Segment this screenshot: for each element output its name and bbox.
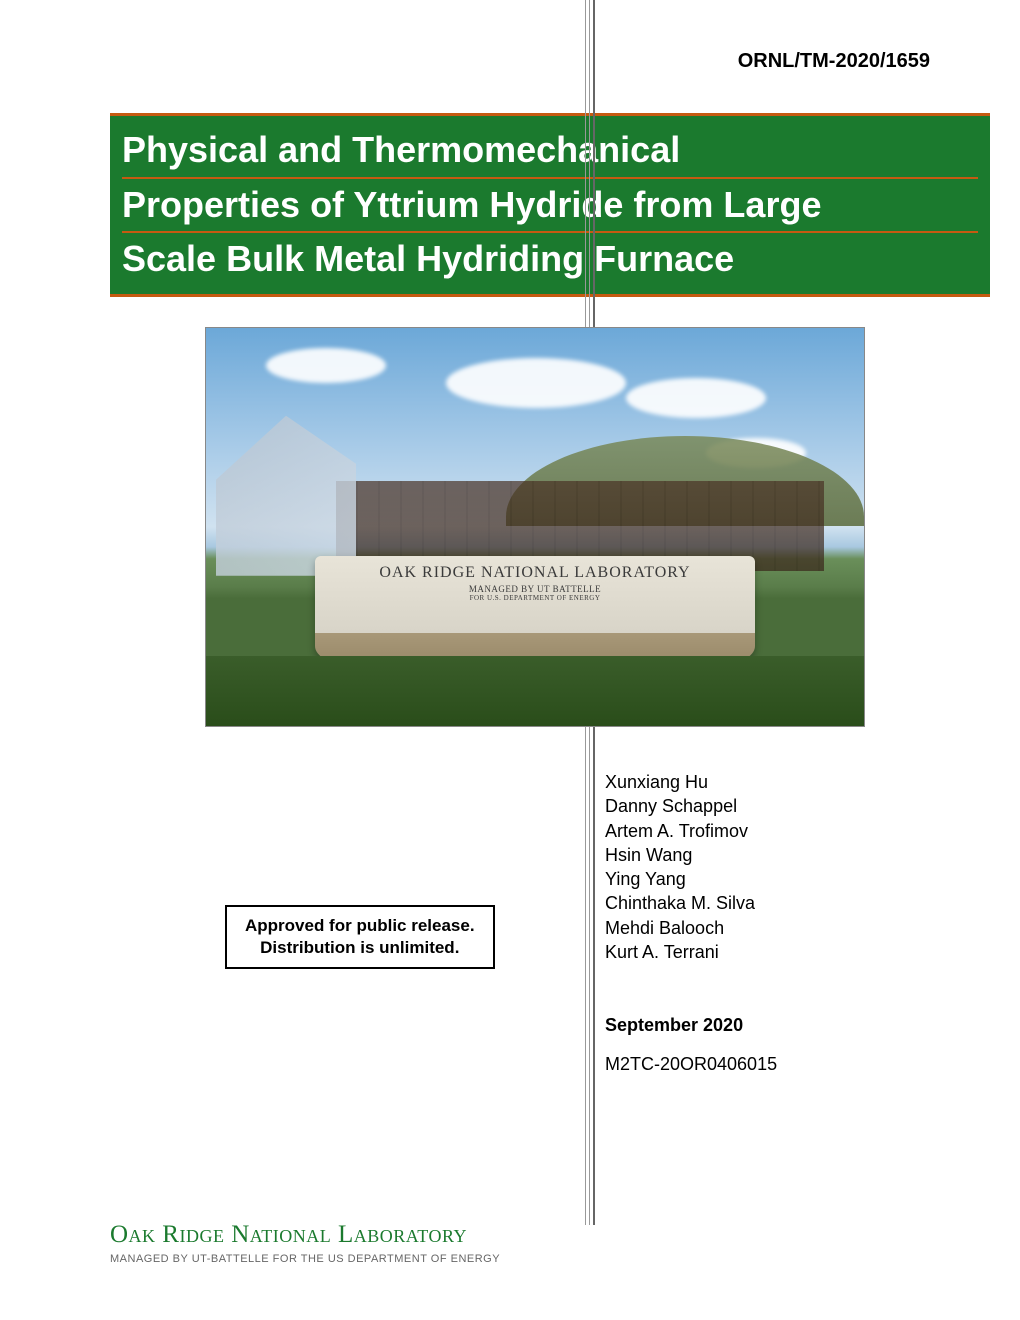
deliverable-id: M2TC-20OR0406015 (605, 1054, 777, 1074)
author: Artem A. Trofimov (605, 819, 755, 843)
cover-photo: OAK RIDGE NATIONAL LABORATORY MANAGED BY… (205, 327, 865, 727)
footer-lab-part2: National Laboratory (231, 1221, 467, 1248)
monument-sub2: FOR U.S. DEPARTMENT OF ENERGY (470, 594, 601, 602)
photo-cloud (446, 358, 626, 408)
author: Danny Schappel (605, 794, 755, 818)
report-id: ORNL/TM-2020/1659 (110, 50, 960, 73)
cover-photo-wrap: OAK RIDGE NATIONAL LABORATORY MANAGED BY… (110, 327, 960, 727)
authors-list: Xunxiang Hu Danny Schappel Artem A. Trof… (605, 770, 755, 964)
monument-sub1: MANAGED BY UT BATTELLE (469, 584, 601, 594)
release-statement: Approved for public release. Distributio… (225, 905, 495, 969)
title-line-3: Scale Bulk Metal Hydriding Furnace (122, 233, 978, 286)
author: Hsin Wang (605, 843, 755, 867)
footer-managed-by: MANAGED BY UT-BATTELLE FOR THE US DEPART… (110, 1253, 500, 1265)
document-page: ORNL/TM-2020/1659 Physical and Thermomec… (0, 0, 1020, 1320)
footer-lab-part1: Oak Ridge (110, 1221, 231, 1248)
photo-cloud (266, 348, 386, 383)
author: Chinthaka M. Silva (605, 891, 755, 915)
monument-title: OAK RIDGE NATIONAL LABORATORY (379, 564, 690, 582)
author: Xunxiang Hu (605, 770, 755, 794)
title-line-2: Properties of Yttrium Hydride from Large (122, 179, 978, 234)
title-line-1: Physical and Thermomechanical (122, 124, 978, 179)
author: Ying Yang (605, 867, 755, 891)
release-line-2: Distribution is unlimited. (245, 937, 475, 959)
publication-date: September 2020 (605, 1015, 777, 1036)
author: Kurt A. Terrani (605, 940, 755, 964)
date-block: September 2020 M2TC-20OR0406015 (605, 1015, 777, 1075)
release-line-1: Approved for public release. (245, 915, 475, 937)
footer-lab-name: Oak Ridge National Laboratory (110, 1221, 500, 1249)
title-block: Physical and Thermomechanical Properties… (110, 113, 990, 297)
photo-cloud (626, 378, 766, 418)
author: Mehdi Balooch (605, 916, 755, 940)
photo-monument: OAK RIDGE NATIONAL LABORATORY MANAGED BY… (315, 556, 755, 666)
footer: Oak Ridge National Laboratory MANAGED BY… (110, 1221, 500, 1265)
photo-grass (206, 656, 864, 726)
